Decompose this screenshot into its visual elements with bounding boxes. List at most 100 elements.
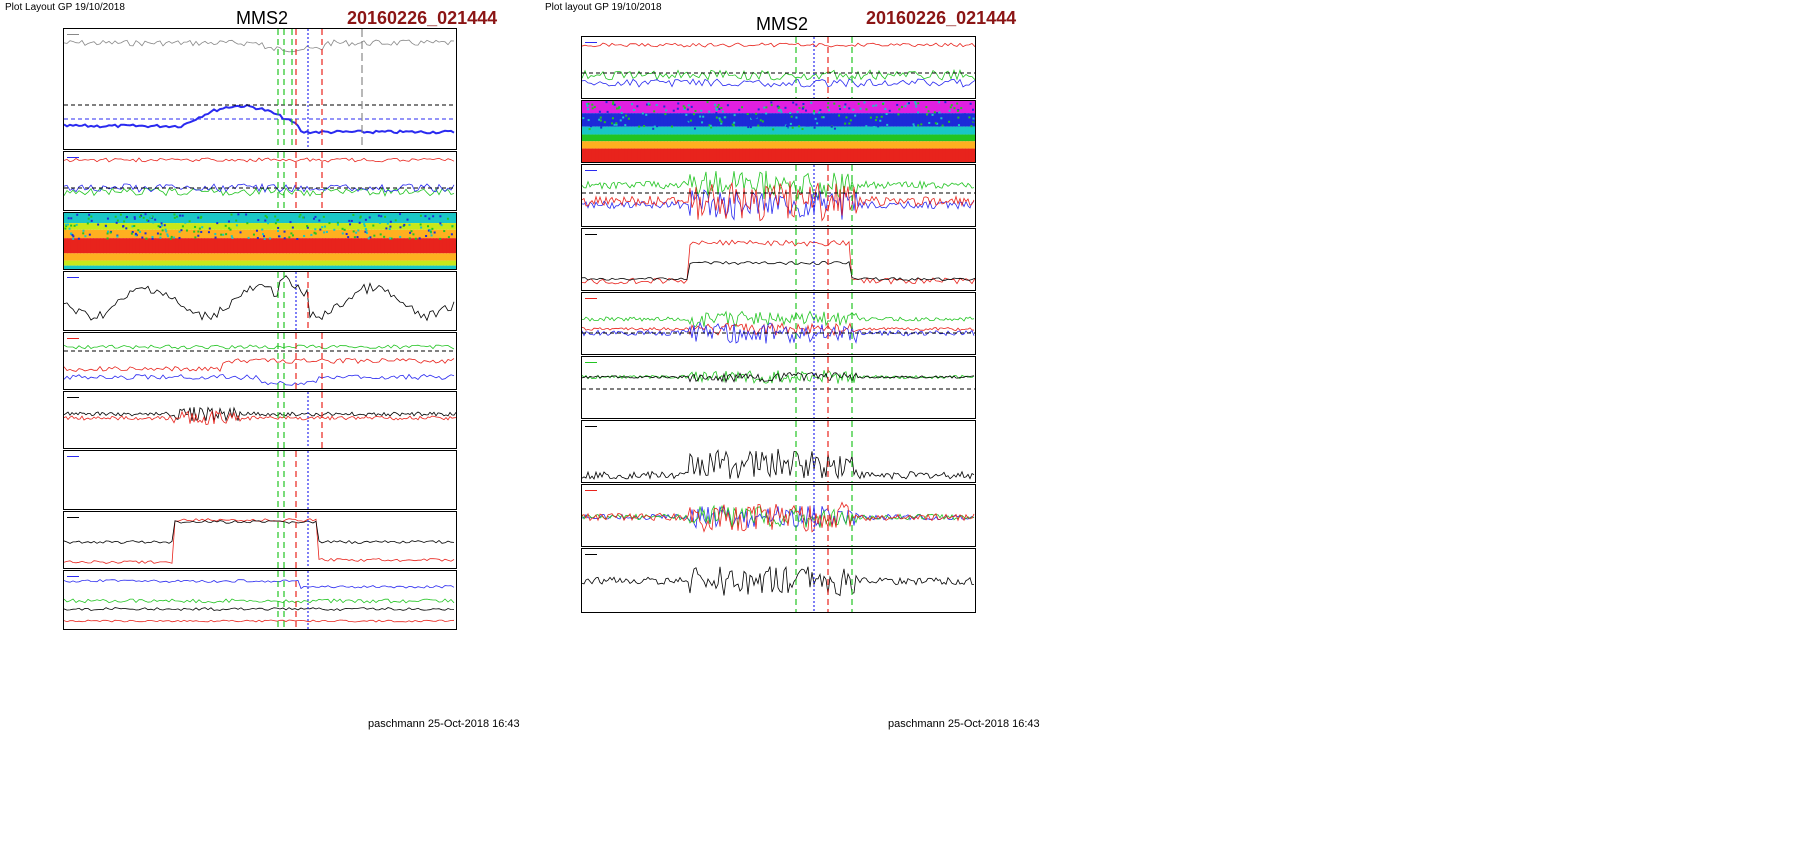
- spectrogram-cell: [80, 213, 85, 224]
- spectrogram-speckle: [288, 236, 291, 239]
- spectrogram-cell: [634, 113, 639, 127]
- spectrogram-cell: [722, 141, 727, 149]
- spectrogram-cell: [331, 238, 336, 254]
- spectrogram-cell: [263, 213, 268, 224]
- spectrogram-cell: [64, 260, 68, 266]
- spectrogram-speckle: [431, 219, 434, 222]
- spectrogram-cell: [968, 126, 973, 135]
- spectrogram-cell: [322, 260, 326, 266]
- spectrogram-speckle: [646, 103, 649, 106]
- spectrogram-speckle: [896, 103, 899, 106]
- spectrogram-cell: [893, 141, 897, 149]
- spectrogram-cell: [295, 229, 300, 239]
- spectrogram-cell: [377, 223, 382, 230]
- spectrogram-cell: [322, 238, 326, 254]
- spectrogram-cell: [663, 141, 668, 149]
- spectrogram-cell: [152, 213, 157, 224]
- spectrogram-cell: [771, 101, 776, 114]
- spectrogram-cell: [452, 260, 456, 266]
- spectrogram-speckle: [197, 234, 200, 237]
- spectrogram-cell: [165, 238, 170, 254]
- spectrogram-speckle: [379, 233, 382, 236]
- spectrogram-cell: [693, 101, 698, 114]
- spectrogram-cell: [250, 213, 255, 224]
- spectrogram-cell: [397, 213, 402, 224]
- spectrogram-cell: [442, 265, 447, 269]
- spectrogram-cell: [699, 148, 704, 162]
- spectrogram-cell: [407, 213, 411, 224]
- spectrogram-cell: [142, 223, 147, 230]
- figure-title: MMS2: [756, 14, 809, 34]
- spectrogram-cell: [670, 126, 675, 135]
- spectrogram-cell: [227, 238, 232, 254]
- spectrogram-cell: [778, 126, 783, 135]
- spectrogram-cell: [857, 148, 861, 162]
- spectrogram-cell: [194, 223, 199, 230]
- spectrogram-speckle: [865, 125, 868, 128]
- spectrogram-speckle: [399, 226, 402, 229]
- spectrogram-cell: [722, 101, 727, 114]
- spectrogram-speckle: [652, 127, 655, 130]
- spectrogram-cell: [866, 134, 871, 142]
- spectrogram-speckle: [408, 237, 411, 240]
- spectrogram-cell: [807, 101, 812, 114]
- spectrogram-cell: [175, 213, 179, 224]
- spectrogram-cell: [771, 148, 776, 162]
- spectrogram-cell: [650, 101, 655, 114]
- spectrogram-speckle: [763, 106, 766, 109]
- spectrogram-cell: [371, 238, 375, 254]
- spectrogram-cell: [233, 213, 238, 224]
- spectrogram-cell: [113, 213, 117, 224]
- spectrogram-speckle: [164, 228, 167, 231]
- spectrogram-cell: [230, 238, 235, 254]
- spectrogram-speckle: [157, 225, 160, 228]
- spectrogram-cell: [348, 223, 353, 230]
- spectrogram-cell: [237, 265, 241, 269]
- bn-line: [64, 183, 455, 194]
- spectrogram-cell: [912, 148, 917, 162]
- spectrogram-cell: [857, 101, 861, 114]
- spectrogram-cell: [99, 260, 104, 266]
- spectrogram-cell: [771, 134, 776, 142]
- spectrogram-speckle: [314, 228, 317, 231]
- spectrogram-cell: [739, 126, 744, 135]
- right-panel-plot-6: [582, 421, 975, 482]
- spectrogram-speckle: [726, 104, 729, 107]
- spectrogram-cell: [762, 126, 766, 135]
- spectrogram-cell: [676, 101, 681, 114]
- spectrogram-cell: [706, 141, 711, 149]
- spectrogram-cell: [644, 141, 649, 149]
- spectrogram-speckle: [755, 122, 758, 125]
- spectrogram-cell: [785, 134, 789, 142]
- spectrogram-cell: [436, 223, 441, 230]
- spectrogram-cell: [318, 253, 323, 261]
- spectrogram-cell: [850, 113, 855, 127]
- spectrogram-speckle: [263, 237, 266, 240]
- spectrogram-cell: [830, 148, 835, 162]
- spectrogram-cell: [282, 213, 287, 224]
- spectrogram-cell: [269, 265, 274, 269]
- spectrogram-speckle: [228, 227, 231, 230]
- spectrogram-cell: [358, 260, 362, 266]
- spectrogram-cell: [429, 260, 434, 266]
- spectrogram-cell: [289, 260, 294, 266]
- spectrogram-cell: [335, 265, 339, 269]
- spectrogram-cell: [952, 126, 956, 135]
- spectrogram-cell: [436, 260, 441, 266]
- spectrogram-cell: [135, 253, 140, 261]
- spectrogram-speckle: [425, 234, 428, 237]
- spectrogram-cell: [794, 134, 799, 142]
- spectrogram-speckle: [785, 125, 788, 128]
- spectrogram-cell: [821, 141, 825, 149]
- spectrogram-speckle: [90, 215, 93, 218]
- spectrogram-cell: [211, 260, 215, 266]
- spectrogram-cell: [253, 229, 258, 239]
- spectrogram-speckle: [224, 224, 227, 227]
- spectrogram-cell: [99, 223, 104, 230]
- spectrogram-cell: [377, 238, 382, 254]
- spectrogram-speckle: [751, 116, 754, 119]
- spectrogram-cell: [837, 101, 842, 114]
- spectrogram-cell: [292, 253, 297, 261]
- spectrogram-cell: [961, 113, 966, 127]
- spectrogram-speckle: [418, 237, 421, 240]
